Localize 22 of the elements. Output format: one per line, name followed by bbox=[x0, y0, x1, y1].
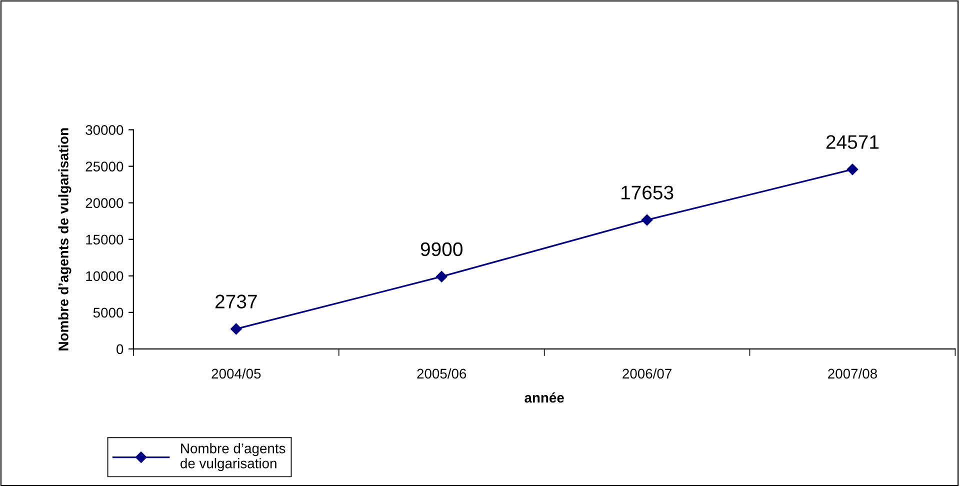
x-tick-label: 2004/05 bbox=[212, 368, 261, 379]
y-tick-label: 0 bbox=[116, 344, 124, 354]
y-tick-label: 10000 bbox=[86, 271, 124, 282]
y-tick-label: 20000 bbox=[86, 198, 124, 208]
y-tick-label: 5000 bbox=[93, 308, 124, 318]
x-axis-title: année bbox=[524, 392, 564, 403]
point bbox=[230, 323, 242, 335]
x-tick-label: 2005/06 bbox=[417, 368, 466, 379]
y-tick-label: 25000 bbox=[86, 162, 124, 172]
data-label: 17653 bbox=[621, 186, 674, 200]
point bbox=[846, 164, 858, 176]
data-label: 24571 bbox=[826, 135, 879, 149]
data-label: 2737 bbox=[216, 294, 257, 308]
x-tick-label: 2006/07 bbox=[622, 368, 672, 379]
y-tick-label: 15000 bbox=[86, 234, 124, 245]
y-axis-title: Nombre d’agents de vulgarisation bbox=[58, 128, 72, 350]
legend-label: Nombre d’agents de vulgarisation bbox=[180, 443, 286, 472]
point bbox=[641, 214, 653, 226]
point bbox=[436, 271, 448, 282]
x-tick-label: 2007/08 bbox=[828, 368, 877, 379]
data-label: 9900 bbox=[420, 242, 462, 256]
y-tick-label: 30000 bbox=[86, 125, 124, 135]
